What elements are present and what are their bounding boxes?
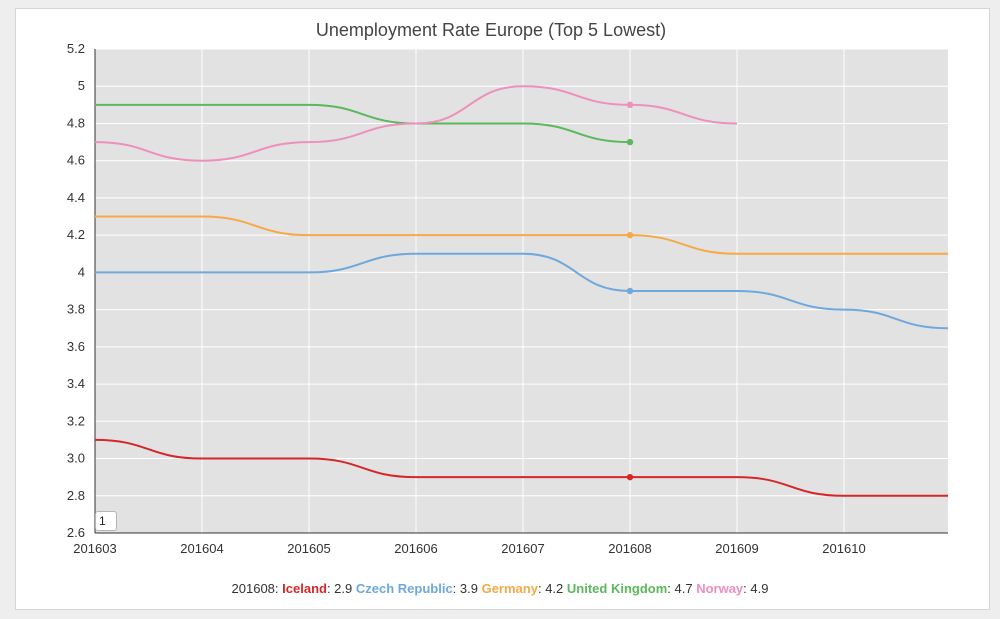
- y-tick-label: 3.0: [67, 451, 85, 466]
- highlight-point-iceland[interactable]: [626, 473, 634, 481]
- legend-series-name: Norway: [696, 581, 744, 596]
- x-tick-label: 201603: [73, 541, 116, 556]
- y-tick-label: 4.4: [67, 190, 85, 205]
- axes: 2.6 2.8 3.0 3.2 3.4 3.6 3.8 4 4.2 4.4 4.6 4.8 5 5.2 20…: [67, 41, 948, 556]
- y-tick-label: 4.8: [67, 115, 85, 130]
- x-tick-label: 201607: [501, 541, 544, 556]
- y-tick-label: 4.6: [67, 153, 85, 168]
- y-tick-label: 4: [78, 264, 85, 279]
- x-tick-label: 201608: [608, 541, 651, 556]
- highlight-point-germany[interactable]: [626, 231, 634, 239]
- highlight-point-united-kingdom[interactable]: [626, 138, 634, 146]
- legend-series-value: : 2.9: [326, 581, 353, 596]
- x-tick-label: 201609: [715, 541, 758, 556]
- x-tick-label: 201606: [394, 541, 437, 556]
- y-tick-label: 2.6: [67, 525, 85, 540]
- series-line-iceland[interactable]: [94, 438, 948, 497]
- y-tick-label: 5.2: [67, 41, 85, 56]
- legend-series-name: Germany: [481, 581, 538, 596]
- legend-series-name: Iceland: [282, 581, 327, 596]
- y-tick-label: 2.8: [67, 488, 85, 503]
- chart-title: Unemployment Rate Europe (Top 5 Lowest): [316, 20, 666, 40]
- legend-series-value: : 4.9: [743, 581, 769, 596]
- highlight-point-norway[interactable]: [626, 101, 634, 109]
- x-tick-label: 201604: [180, 541, 223, 556]
- x-tick-label: 201605: [287, 541, 330, 556]
- highlight-point-czech-republic[interactable]: [626, 287, 634, 295]
- legend: 201608: Iceland: 2.9 Czech Republic: 3.9…: [0, 581, 1000, 596]
- y-tick-label: 3.6: [67, 339, 85, 354]
- series-line-united-kingdom[interactable]: [95, 103, 631, 144]
- y-tick-label: 4.2: [67, 227, 85, 242]
- x-tick-label: 201610: [822, 541, 865, 556]
- series-line-germany[interactable]: [95, 215, 948, 255]
- roll-period-input[interactable]: [95, 511, 117, 531]
- legend-series-name: United Kingdom: [566, 581, 668, 596]
- series-line-czech-republic[interactable]: [95, 252, 949, 330]
- highlight-points: [626, 101, 634, 481]
- y-tick-label: 5: [78, 78, 85, 93]
- legend-series-name: Czech Republic: [355, 581, 453, 596]
- legend-series-value: : 4.2: [537, 581, 564, 596]
- legend-series-value: : 3.9: [452, 581, 478, 596]
- legend-x-value: 201608:: [231, 581, 279, 596]
- y-tick-label: 3.4: [67, 376, 85, 391]
- y-tick-label: 3.2: [67, 413, 85, 428]
- legend-series-value: : 4.7: [667, 581, 693, 596]
- plot-area[interactable]: [95, 49, 948, 533]
- y-tick-label: 3.8: [67, 302, 85, 317]
